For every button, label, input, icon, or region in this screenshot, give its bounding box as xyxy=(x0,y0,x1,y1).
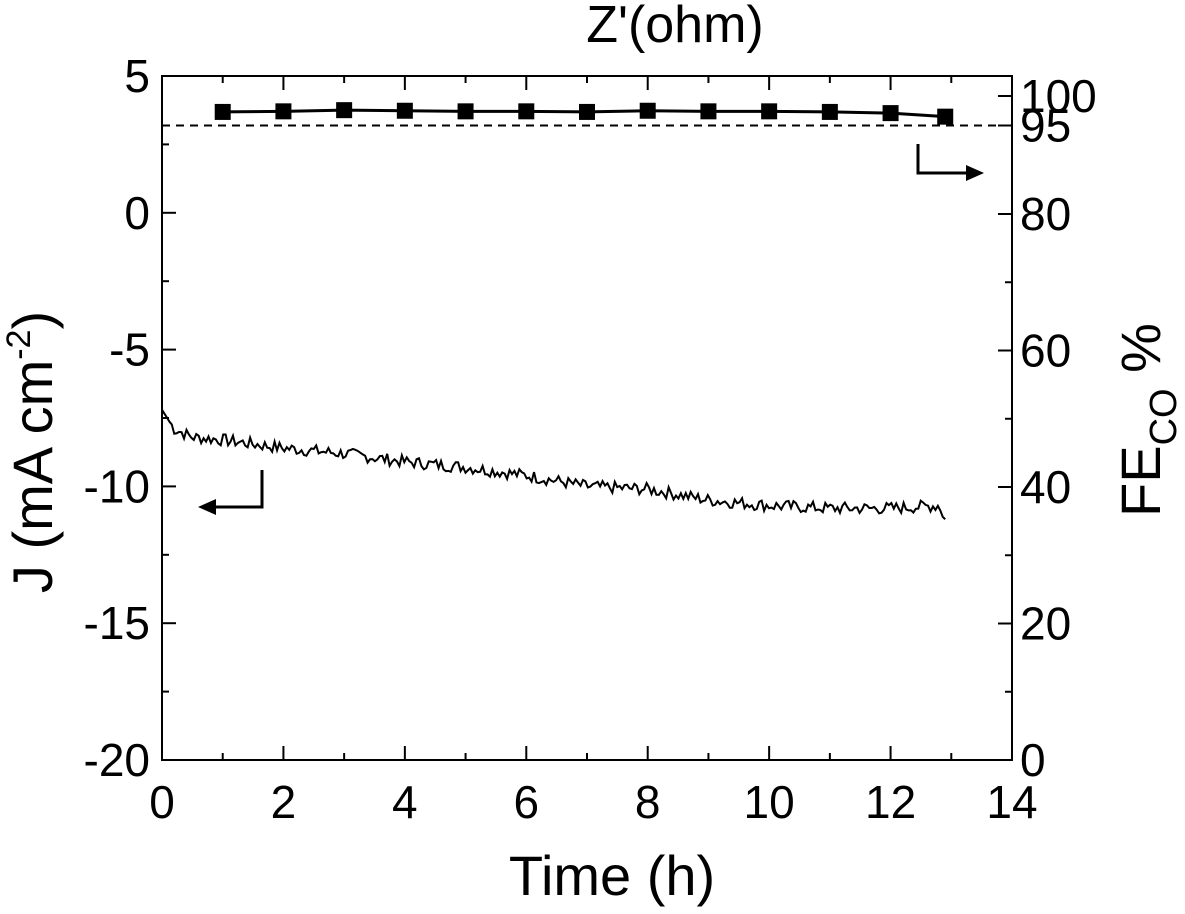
y-left-tick-label: -10 xyxy=(84,460,150,512)
left-axis-arrow xyxy=(198,470,264,515)
y-right-tick-label: 60 xyxy=(1020,325,1071,377)
y-right-tick-label: 40 xyxy=(1020,461,1071,513)
x-tick-label: 0 xyxy=(149,776,175,828)
y-left-tick-labels: 5 0 -5 -10 -15 -20 xyxy=(84,50,150,786)
fe-co-marker xyxy=(700,103,717,120)
y-left-axis-title: J (mA cm-2) xyxy=(0,311,64,593)
fe-co-marker xyxy=(821,103,838,120)
fe-co-marker xyxy=(639,102,656,119)
top-title: Z'(ohm) xyxy=(586,0,763,54)
x-tick-label: 10 xyxy=(744,776,795,828)
right-axis-arrow xyxy=(916,144,984,181)
fe-co-marker xyxy=(579,103,595,120)
y-left-tick-label: -5 xyxy=(109,324,150,376)
x-tick-labels: 0 2 4 6 8 10 12 14 xyxy=(149,776,1037,828)
current-density-series xyxy=(161,409,946,520)
x-tick-label: 12 xyxy=(865,776,916,828)
y-left-tick-label: -20 xyxy=(84,734,150,786)
x-tick-label: 14 xyxy=(986,776,1037,828)
plot-frame xyxy=(161,75,1013,761)
fe-co-marker xyxy=(882,105,899,122)
fe-co-marker xyxy=(518,103,535,120)
fe-co-marker xyxy=(275,103,292,120)
fe-co-markers xyxy=(214,102,954,125)
y-right-tick-label: 0 xyxy=(1020,734,1046,786)
y-right-tick-label: 20 xyxy=(1020,598,1071,650)
tick-marks xyxy=(161,75,1013,761)
y-left-tick-label: -15 xyxy=(84,597,150,649)
x-tick-label: 6 xyxy=(513,776,539,828)
fe-co-marker xyxy=(937,108,954,125)
y-right-axis-title: FECO % xyxy=(1109,323,1185,517)
y-left-tick-label: 5 xyxy=(124,50,150,102)
fe-co-marker xyxy=(457,103,474,120)
y-right-tick-label: 95 xyxy=(1020,100,1071,152)
fe-co-marker xyxy=(396,102,413,119)
y-left-tick-label: 0 xyxy=(124,187,150,239)
y-right-tick-label: 100 xyxy=(1020,70,1097,122)
x-tick-label: 8 xyxy=(635,776,661,828)
x-tick-label: 2 xyxy=(271,776,297,828)
fe-co-marker xyxy=(214,103,231,120)
fe-co-marker xyxy=(761,103,778,120)
x-axis-title: Time (h) xyxy=(509,844,715,907)
x-tick-label: 4 xyxy=(392,776,418,828)
y-right-tick-label: 80 xyxy=(1020,188,1071,240)
fe-co-marker xyxy=(336,102,353,119)
